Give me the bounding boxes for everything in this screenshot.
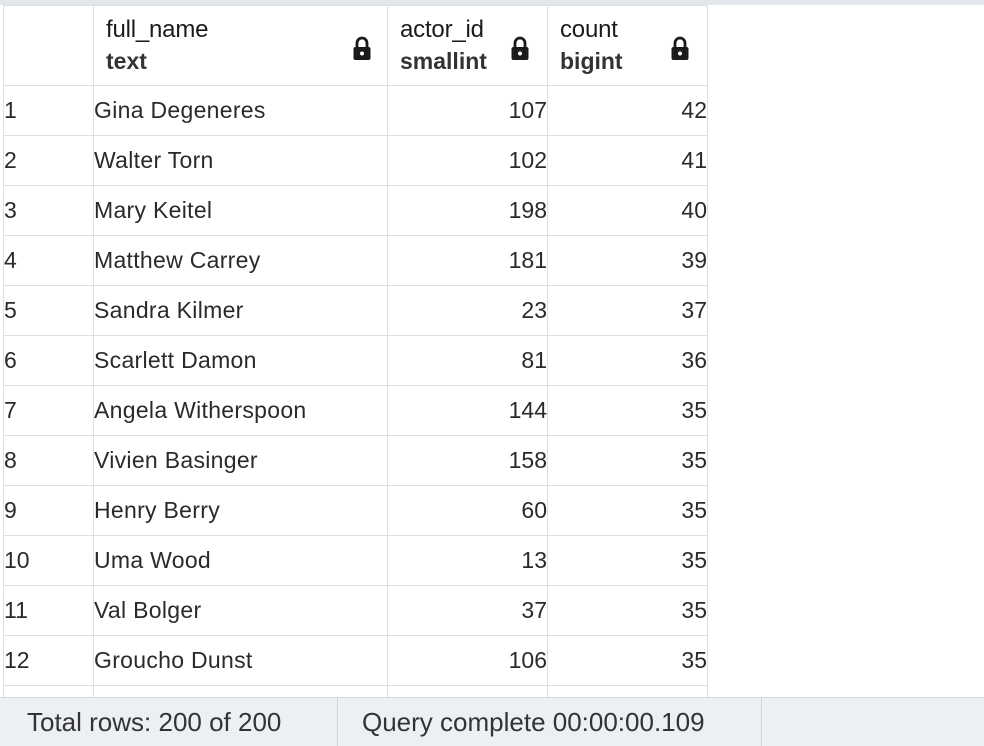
cell-actor-id[interactable]: 102 (387, 135, 548, 186)
row-number[interactable]: 7 (3, 385, 94, 436)
lock-icon (511, 36, 529, 60)
cell-count[interactable]: 42 (547, 85, 708, 136)
table-row[interactable]: 3 Mary Keitel 198 40 (3, 185, 708, 236)
row-number[interactable]: 5 (3, 285, 94, 336)
table-row[interactable]: 11 Val Bolger 37 35 (3, 585, 708, 636)
table-row[interactable]: 10 Uma Wood 13 35 (3, 535, 708, 586)
cell-full-name[interactable]: Walter Torn (93, 135, 388, 186)
query-status: Query complete 00:00:00.109 (338, 698, 762, 746)
cell-count[interactable]: 41 (547, 135, 708, 186)
cell-full-name[interactable]: Val Bolger (93, 585, 388, 636)
cell-count[interactable]: 37 (547, 285, 708, 336)
cell-full-name[interactable]: Scarlett Damon (93, 335, 388, 386)
cell-full-name[interactable]: Mary Keitel (93, 185, 388, 236)
column-header-count[interactable]: count bigint (547, 5, 708, 86)
cell-actor-id[interactable]: 81 (387, 335, 548, 386)
column-header-full-name[interactable]: full_name text (93, 5, 388, 86)
table-row[interactable]: 8 Vivien Basinger 158 35 (3, 435, 708, 486)
cell-actor-id[interactable]: 144 (387, 385, 548, 436)
cell-count[interactable]: 35 (547, 585, 708, 636)
cell-count[interactable]: 39 (547, 235, 708, 286)
table-row[interactable]: 4 Matthew Carrey 181 39 (3, 235, 708, 286)
row-number[interactable]: 2 (3, 135, 94, 186)
cell-count[interactable]: 35 (547, 485, 708, 536)
table-row[interactable]: 1 Gina Degeneres 107 42 (3, 85, 708, 136)
cell-actor-id[interactable]: 13 (387, 535, 548, 586)
cell-full-name[interactable]: Sandra Kilmer (93, 285, 388, 336)
table-row[interactable]: 2 Walter Torn 102 41 (3, 135, 708, 186)
table-row[interactable]: 6 Scarlett Damon 81 36 (3, 335, 708, 386)
cell-full-name[interactable]: Gina Degeneres (93, 85, 388, 136)
column-type: text (106, 48, 147, 74)
row-number-header[interactable] (3, 5, 94, 86)
row-number[interactable]: 3 (3, 185, 94, 236)
column-type: bigint (560, 48, 623, 74)
panel-top-border (0, 0, 984, 5)
row-number[interactable]: 8 (3, 435, 94, 486)
column-name: count (560, 16, 618, 43)
row-number[interactable]: 10 (3, 535, 94, 586)
cell-count[interactable]: 36 (547, 335, 708, 386)
row-number[interactable]: 6 (3, 335, 94, 386)
row-number[interactable]: 4 (3, 235, 94, 286)
column-header-actor-id[interactable]: actor_id smallint (387, 5, 548, 86)
cell-actor-id[interactable]: 106 (387, 635, 548, 686)
lock-icon (671, 36, 689, 60)
cell-actor-id[interactable]: 158 (387, 435, 548, 486)
status-bar: Total rows: 200 of 200 Query complete 00… (0, 697, 984, 746)
cell-full-name[interactable]: Groucho Dunst (93, 635, 388, 686)
cell-count[interactable]: 40 (547, 185, 708, 236)
cell-count[interactable]: 35 (547, 435, 708, 486)
column-name: actor_id (400, 16, 484, 43)
cell-count[interactable]: 35 (547, 385, 708, 436)
cell-count[interactable]: 35 (547, 635, 708, 686)
column-type: smallint (400, 48, 487, 74)
lock-icon (353, 36, 371, 60)
cell-full-name[interactable]: Angela Witherspoon (93, 385, 388, 436)
total-rows-status: Total rows: 200 of 200 (0, 698, 338, 746)
table-row[interactable]: 12 Groucho Dunst 106 35 (3, 635, 708, 686)
cell-full-name[interactable]: Uma Wood (93, 535, 388, 586)
row-number[interactable]: 11 (3, 585, 94, 636)
cell-actor-id[interactable]: 107 (387, 85, 548, 136)
column-name: full_name (106, 16, 209, 43)
cell-actor-id[interactable]: 198 (387, 185, 548, 236)
cell-actor-id[interactable]: 60 (387, 485, 548, 536)
cell-actor-id[interactable]: 37 (387, 585, 548, 636)
cell-count[interactable]: 35 (547, 535, 708, 586)
result-grid: full_name text actor_id smallint (3, 5, 708, 736)
cell-full-name[interactable]: Vivien Basinger (93, 435, 388, 486)
cell-full-name[interactable]: Henry Berry (93, 485, 388, 536)
table-row[interactable]: 9 Henry Berry 60 35 (3, 485, 708, 536)
cell-actor-id[interactable]: 23 (387, 285, 548, 336)
table-row[interactable]: 7 Angela Witherspoon 144 35 (3, 385, 708, 436)
table-row[interactable]: 5 Sandra Kilmer 23 37 (3, 285, 708, 336)
row-number[interactable]: 9 (3, 485, 94, 536)
header-row: full_name text actor_id smallint (3, 5, 708, 86)
row-number[interactable]: 1 (3, 85, 94, 136)
cell-full-name[interactable]: Matthew Carrey (93, 235, 388, 286)
row-number[interactable]: 12 (3, 635, 94, 686)
cell-actor-id[interactable]: 181 (387, 235, 548, 286)
